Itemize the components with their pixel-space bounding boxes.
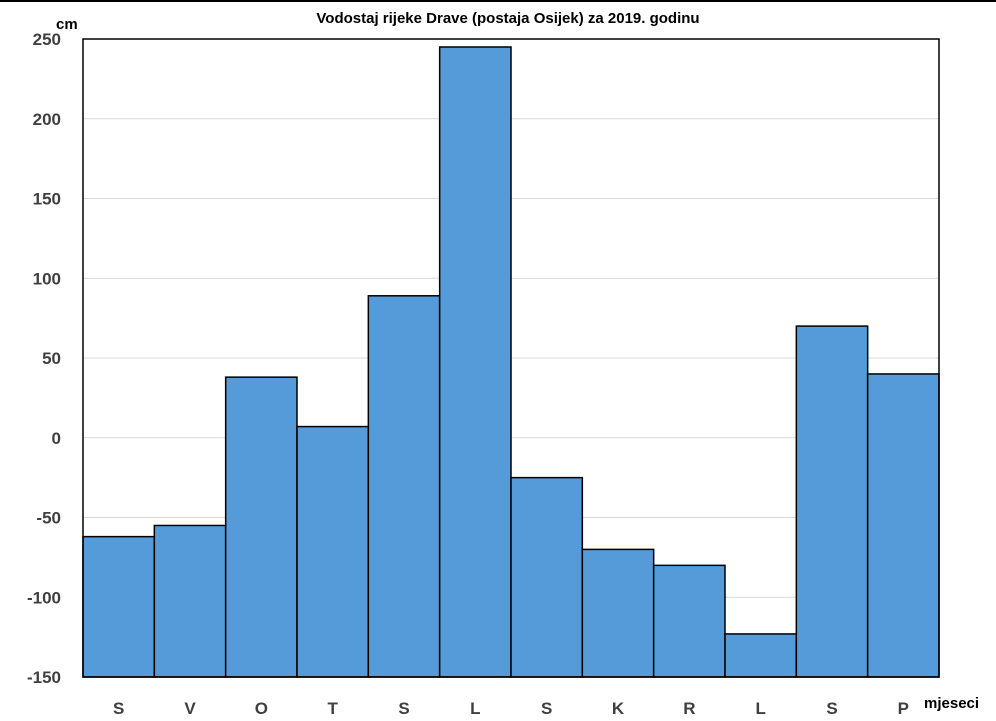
y-axis-tick-labels: 250 200 150 100 50 0 -50 -100 -150 [27,30,61,687]
y-tick-label: -150 [27,668,61,687]
bar-12 [866,373,940,678]
bar-4 [296,425,370,678]
bar-5 [367,295,441,678]
x-category-label: S [398,699,409,718]
x-category-label: O [255,699,268,718]
y-tick-label: 0 [52,429,61,448]
bar-11 [795,325,869,678]
bar-1 [82,535,156,678]
y-axis-unit-label: cm [56,16,78,33]
x-category-label: V [184,699,196,718]
y-tick-label: -50 [36,509,61,528]
bar-9 [652,564,726,678]
chart-title: Vodostaj rijeke Drave (postaja Osijek) z… [316,10,699,27]
y-tick-label: 250 [33,30,61,49]
bar-10 [724,633,798,678]
bar-7 [510,476,584,678]
x-category-label: L [755,699,765,718]
y-tick-label: 100 [33,269,61,288]
bar-2 [153,524,227,678]
x-category-label: L [470,699,480,718]
x-category-label: P [898,699,909,718]
x-category-label: R [683,699,695,718]
bar-3 [224,376,298,678]
x-category-label: S [826,699,837,718]
y-tick-label: 50 [42,349,61,368]
bars [82,46,940,678]
plot-area-border [82,38,940,678]
y-tick-label: -100 [27,588,61,607]
bar-6 [438,46,512,678]
y-tick-label: 150 [33,190,61,209]
x-category-label: K [612,699,625,718]
y-tick-label: 200 [33,110,61,129]
bar-8 [581,548,655,678]
x-category-label: T [327,699,338,718]
x-category-label: S [113,699,124,718]
x-category-label: S [541,699,552,718]
x-axis-label: mjeseci [924,695,979,712]
